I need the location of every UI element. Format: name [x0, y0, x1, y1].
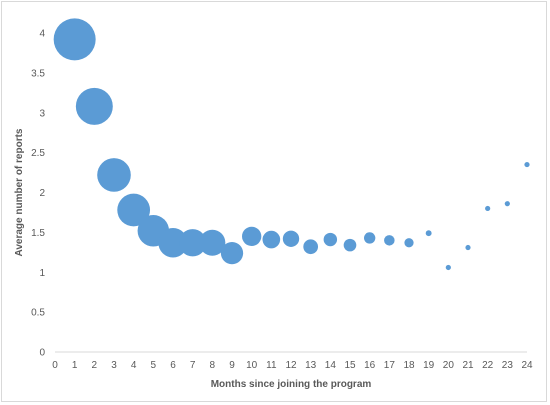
bubble-point — [465, 244, 471, 251]
x-tick-label: 12 — [285, 360, 297, 371]
y-axis-title: Average number of reports — [14, 128, 25, 256]
x-tick-label: 6 — [170, 360, 176, 371]
x-tick-label: 0 — [52, 360, 58, 371]
bubble-point — [363, 232, 376, 244]
y-tick-label: 3 — [39, 108, 45, 119]
bubble-point — [445, 264, 451, 271]
y-tick-label: 0 — [39, 348, 45, 359]
x-tick-label: 14 — [325, 360, 337, 371]
bubble-point — [384, 235, 395, 246]
y-tick-label: 1.5 — [31, 228, 45, 239]
x-tick-label: 23 — [502, 360, 514, 371]
x-tick-label: 4 — [131, 360, 137, 371]
x-tick-label: 1 — [72, 360, 78, 371]
y-tick-label: 1 — [39, 268, 45, 279]
x-tick-label: 3 — [111, 360, 117, 371]
x-tick-label: 17 — [384, 360, 396, 371]
y-tick-label: 2 — [39, 188, 45, 199]
x-tick-label: 16 — [364, 360, 376, 371]
bubble-point — [303, 239, 319, 255]
x-tick-label: 20 — [443, 360, 455, 371]
bubble-point — [262, 230, 281, 249]
bubble-point — [158, 228, 188, 258]
y-tick-label: 0.5 — [31, 308, 45, 319]
x-tick-label: 21 — [462, 360, 474, 371]
bubble-point — [117, 193, 151, 227]
x-tick-label: 2 — [92, 360, 98, 371]
y-tick-label: 3.5 — [31, 68, 45, 79]
x-tick-label: 8 — [210, 360, 216, 371]
y-tick-label: 2.5 — [31, 148, 45, 159]
bubble-point — [179, 229, 207, 257]
bubble-point — [485, 205, 491, 212]
bubble-point — [242, 226, 262, 247]
bubble-point — [53, 18, 96, 61]
bubble-point — [220, 241, 244, 265]
bubble-point — [323, 232, 338, 247]
x-tick-label: 11 — [266, 360, 277, 371]
bubble-point — [504, 201, 510, 207]
x-tick-label: 9 — [229, 360, 235, 371]
x-axis-title: Months since joining the program — [211, 379, 372, 390]
bubble-point — [282, 230, 300, 247]
y-tick-label: 4 — [39, 29, 45, 40]
bubble-point — [404, 238, 414, 248]
x-tick-label: 15 — [344, 360, 356, 371]
y-axis-ticks: 0 0.5 1 1.5 2 2.5 3 3.5 4 — [31, 29, 45, 359]
x-tick-label: 18 — [403, 360, 415, 371]
x-axis-ticks: 0 1 2 3 4 5 6 7 8 9 10 11 12 13 14 15 16 17 18 19 20 21 22 23 24 — [52, 360, 533, 371]
bubble-point — [524, 161, 530, 168]
x-tick-label: 22 — [482, 360, 494, 371]
x-tick-label: 24 — [521, 360, 533, 371]
x-tick-label: 19 — [423, 360, 435, 371]
bubble-series — [53, 18, 530, 271]
x-tick-label: 5 — [151, 360, 157, 371]
bubble-point — [343, 238, 357, 252]
x-tick-label: 10 — [246, 360, 258, 371]
x-tick-label: 13 — [305, 360, 317, 371]
bubble-point — [199, 229, 226, 256]
bubble-point — [75, 87, 113, 125]
x-tick-label: 7 — [190, 360, 196, 371]
bubble-point — [97, 158, 131, 192]
bubble-point — [425, 230, 432, 237]
